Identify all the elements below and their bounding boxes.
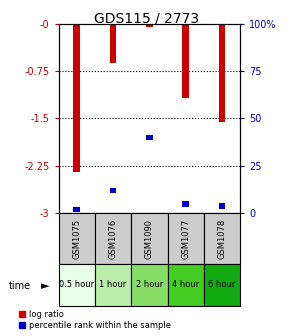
Text: GSM1090: GSM1090: [145, 218, 154, 259]
Bar: [168, 264, 204, 306]
Bar: [219, 203, 225, 209]
Bar: [131, 264, 168, 306]
Bar: [146, 24, 153, 27]
Bar: [204, 213, 240, 264]
Text: 6 hour: 6 hour: [208, 280, 236, 289]
Bar: [74, 24, 80, 172]
Text: time: time: [9, 281, 31, 291]
Bar: [183, 24, 189, 98]
Bar: [131, 213, 168, 264]
Bar: [95, 213, 131, 264]
Bar: [219, 24, 225, 122]
Text: 1 hour: 1 hour: [99, 280, 127, 289]
Bar: [95, 264, 131, 306]
Bar: [59, 264, 95, 306]
Bar: [110, 24, 116, 63]
Text: 0.5 hour: 0.5 hour: [59, 280, 94, 289]
Bar: [59, 213, 95, 264]
Text: GSM1078: GSM1078: [218, 218, 226, 259]
Text: GSM1076: GSM1076: [109, 218, 117, 259]
Bar: [183, 201, 189, 207]
Text: ►: ►: [41, 281, 50, 291]
Legend: log ratio, percentile rank within the sample: log ratio, percentile rank within the sa…: [19, 310, 171, 330]
Text: GDS115 / 2773: GDS115 / 2773: [94, 12, 199, 26]
Text: 2 hour: 2 hour: [136, 280, 163, 289]
Text: GSM1075: GSM1075: [72, 218, 81, 259]
Bar: [168, 213, 204, 264]
Text: 4 hour: 4 hour: [172, 280, 200, 289]
Bar: [74, 207, 80, 212]
Bar: [204, 264, 240, 306]
Bar: [146, 135, 153, 140]
Bar: [110, 188, 116, 194]
Text: GSM1077: GSM1077: [181, 218, 190, 259]
